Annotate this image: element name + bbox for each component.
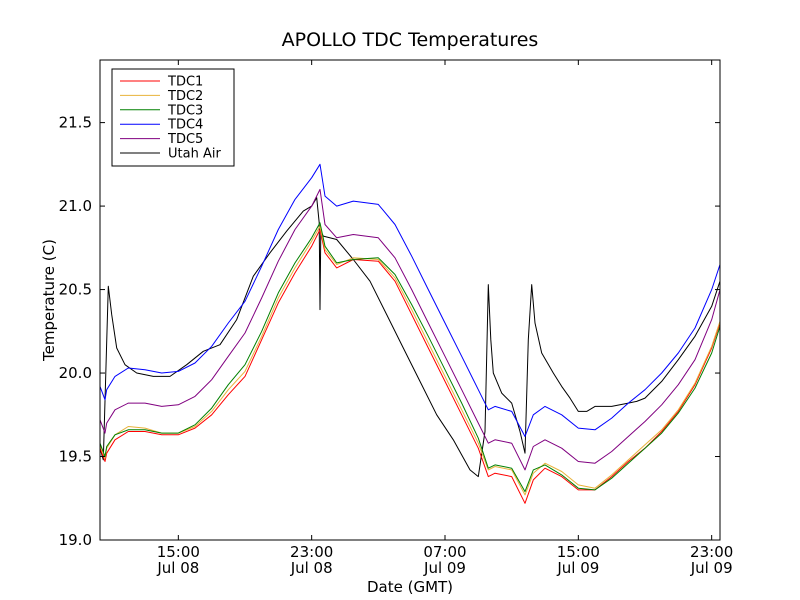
x-axis-label: Date (GMT) (367, 578, 453, 596)
y-tick-label: 19.0 (59, 531, 92, 549)
legend-label: TDC5 (167, 132, 203, 147)
y-axis-label: Temperature (C) (40, 239, 58, 362)
x-tick-time-label: 07:00 (423, 543, 466, 561)
series-line-utah-air (100, 197, 720, 478)
plot-frame (99, 59, 721, 541)
x-tick-time-label: 15:00 (557, 543, 600, 561)
y-tick-label: 20.0 (59, 364, 92, 382)
y-tick-label: 21.5 (59, 114, 92, 132)
x-tick-date-label: Jul 09 (690, 559, 733, 577)
legend-label: TDC2 (167, 89, 203, 104)
series-line-tdc3 (100, 222, 720, 493)
series-layer (100, 163, 720, 504)
series-line-tdc1 (100, 229, 720, 504)
series-line-tdc5 (100, 188, 720, 471)
x-tick-date-label: Jul 08 (156, 559, 199, 577)
chart-title: APOLLO TDC Temperatures (282, 29, 539, 51)
x-tick-time-label: 23:00 (290, 543, 333, 561)
legend-label: Utah Air (168, 147, 221, 162)
y-tick-label: 20.5 (59, 281, 92, 299)
legend-label: TDC3 (167, 103, 203, 118)
y-tick-label: 21.0 (59, 197, 92, 215)
x-tick-date-label: Jul 08 (290, 559, 333, 577)
x-tick-time-label: 15:00 (157, 543, 200, 561)
legend-label: TDC4 (167, 118, 203, 133)
legend-label: TDC1 (167, 75, 203, 90)
legend-box (111, 68, 235, 167)
x-tick-date-label: Jul 09 (423, 559, 466, 577)
series-line-tdc4 (100, 163, 720, 437)
x-tick-date-label: Jul 09 (556, 559, 599, 577)
x-tick-time-label: 23:00 (690, 543, 733, 561)
y-tick-label: 19.5 (59, 448, 92, 466)
